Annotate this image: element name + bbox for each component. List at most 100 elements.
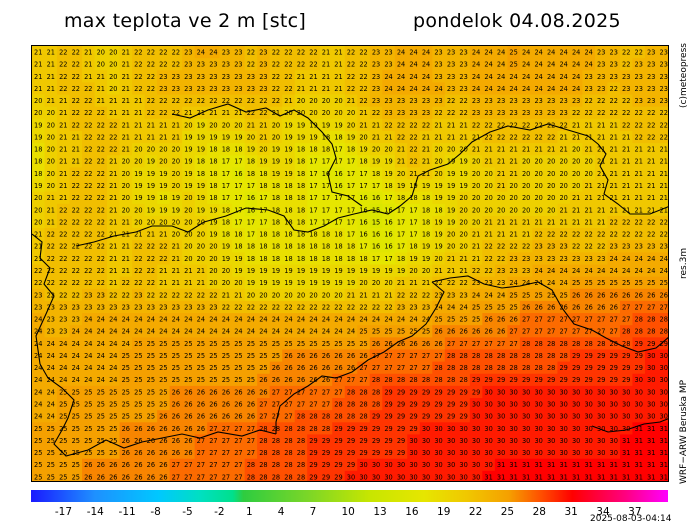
temperature-value: 25 [109, 388, 117, 396]
grid-cell [594, 130, 608, 144]
temperature-value: 26 [372, 340, 380, 348]
temperature-value: 26 [272, 364, 280, 372]
temperature-value: 19 [359, 146, 367, 154]
temperature-value: 27 [559, 316, 567, 324]
temperature-value: 24 [584, 48, 592, 56]
temperature-value: 22 [610, 97, 618, 105]
colorbar-tick-label: 28 [532, 506, 546, 518]
grid-cell [369, 118, 383, 132]
temperature-value: 19 [272, 279, 280, 287]
temperature-value: 23 [497, 279, 505, 287]
temperature-value: 21 [47, 206, 55, 214]
grid-cell [57, 130, 71, 144]
temperature-value: 24 [422, 73, 430, 81]
temperature-value: 21 [534, 146, 542, 154]
grid-cell [157, 58, 171, 71]
temperature-value: 21 [660, 146, 668, 154]
temperature-value: 24 [472, 73, 480, 81]
temperature-value: 25 [234, 352, 242, 360]
temperature-value: 23 [522, 267, 530, 275]
temperature-value: 23 [197, 85, 205, 93]
temperature-value: 25 [59, 401, 67, 409]
grid-cell [582, 46, 596, 59]
temperature-value: 21 [47, 61, 55, 69]
temperature-value: 27 [209, 437, 217, 445]
temperature-value: 25 [147, 364, 155, 372]
temperature-value: 24 [409, 85, 417, 93]
temperature-value: 24 [635, 255, 643, 263]
temperature-value: 23 [234, 61, 242, 69]
temperature-value: 18 [297, 182, 305, 190]
temperature-value: 19 [309, 133, 317, 141]
temperature-value: 21 [122, 73, 130, 81]
grid-cell [394, 143, 408, 156]
temperature-value: 25 [397, 328, 405, 336]
colorbar-tick-label: 7 [309, 506, 317, 518]
grid-cell [32, 143, 46, 156]
temperature-value: 23 [635, 85, 643, 93]
temperature-value: 24 [97, 328, 105, 336]
temperature-value: 25 [147, 388, 155, 396]
temperature-value: 21 [572, 133, 580, 141]
temperature-value: 25 [34, 437, 42, 445]
temperature-value: 22 [97, 146, 105, 154]
grid-cell [194, 118, 208, 132]
temperature-value: 18 [409, 194, 417, 202]
temperature-value: 22 [72, 182, 80, 190]
temperature-value: 21 [597, 194, 605, 202]
temperature-value: 26 [172, 425, 180, 433]
temperature-grid: 21 21 22 22 21 20 20 21 22 22 22 22 23 24 24 23 23 22 23 22… [32, 46, 668, 481]
temperature-value: 22 [47, 279, 55, 287]
temperature-value: 27 [247, 449, 255, 457]
temperature-value: 20 [572, 182, 580, 190]
temperature-value: 20 [484, 182, 492, 190]
temperature-value: 25 [509, 303, 517, 311]
grid-cell [607, 94, 621, 108]
temperature-value: 19 [334, 279, 342, 287]
temperature-value: 19 [434, 194, 442, 202]
temperature-value: 23 [384, 48, 392, 56]
temperature-value: 22 [84, 255, 92, 263]
grid-cell [644, 82, 658, 96]
temperature-value: 21 [622, 146, 630, 154]
temperature-value: 24 [534, 279, 542, 287]
temperature-value: 19 [459, 158, 467, 166]
temperature-value: 24 [622, 267, 630, 275]
grid-cell [69, 155, 83, 168]
grid-cell [219, 82, 233, 96]
grid-cell [269, 130, 283, 144]
temperature-value: 17 [347, 158, 355, 166]
temperature-value: 30 [547, 401, 555, 409]
temperature-value: 28 [447, 364, 455, 372]
temperature-value: 24 [497, 73, 505, 81]
grid-cell [432, 130, 446, 144]
temperature-value: 23 [159, 85, 167, 93]
temperature-value: 21 [197, 279, 205, 287]
temperature-value: 22 [272, 85, 280, 93]
temperature-value: 19 [347, 279, 355, 287]
temperature-value: 20 [122, 158, 130, 166]
temperature-value: 20 [197, 255, 205, 263]
grid-cell [607, 46, 621, 59]
temperature-value: 22 [409, 291, 417, 299]
grid-cell [44, 94, 58, 108]
temperature-value: 19 [284, 170, 292, 178]
temperature-value: 18 [197, 158, 205, 166]
temperature-value: 29 [559, 376, 567, 384]
temperature-value: 19 [197, 121, 205, 129]
temperature-value: 18 [284, 182, 292, 190]
temperature-value: 28 [384, 376, 392, 384]
temperature-value: 19 [284, 146, 292, 154]
temperature-value: 23 [259, 85, 267, 93]
temperature-value: 24 [584, 61, 592, 69]
temperature-value: 24 [397, 73, 405, 81]
temperature-value: 27 [309, 388, 317, 396]
temperature-value: 20 [122, 182, 130, 190]
temperature-value: 26 [484, 316, 492, 324]
temperature-value: 29 [384, 388, 392, 396]
grid-cell [294, 58, 308, 71]
temperature-value: 25 [259, 340, 267, 348]
grid-cell [419, 82, 433, 96]
temperature-value: 25 [47, 449, 55, 457]
temperature-value: 28 [397, 376, 405, 384]
